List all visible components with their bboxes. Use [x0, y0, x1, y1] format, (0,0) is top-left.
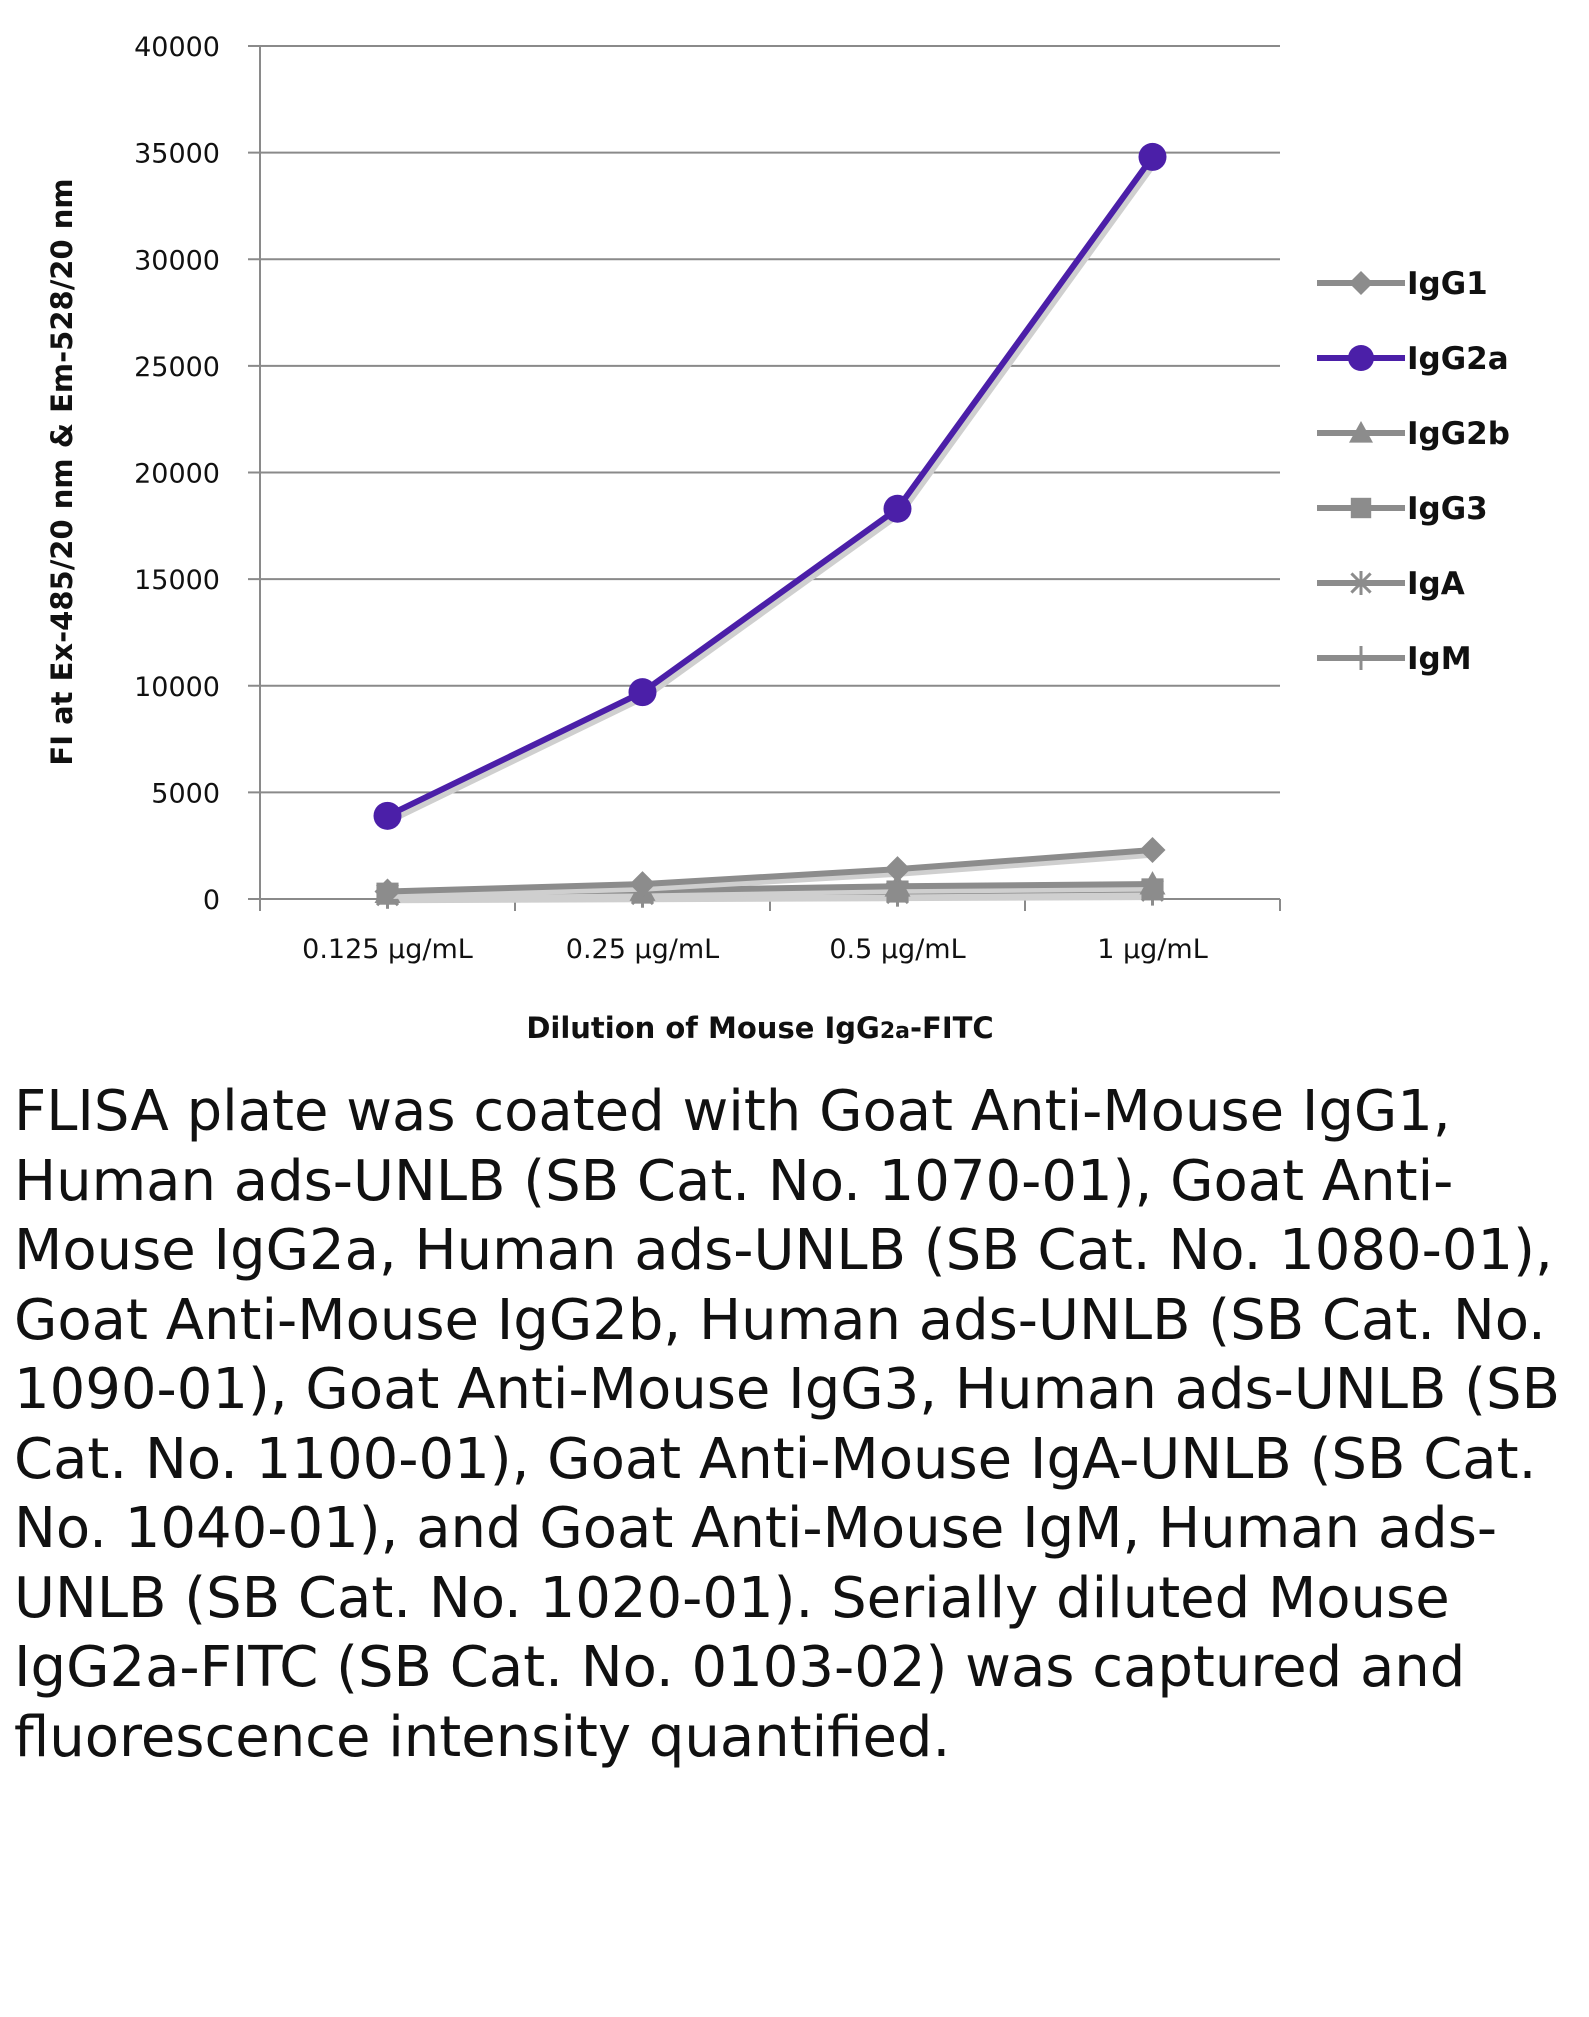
- x-tick-label: 0.25 µg/mL: [566, 934, 719, 965]
- chart: 0 5000 10000 15000 20000 25000 30000 35000 40000…: [45, 32, 1510, 1045]
- y-tick-label: 10000: [134, 672, 220, 703]
- data-point-IgG1: [374, 878, 401, 905]
- x-tick-label: 0.5 µg/mL: [829, 934, 965, 965]
- legend-item-IgG3: IgG3: [1317, 491, 1488, 527]
- marker-shape: [1349, 421, 1373, 443]
- legend-label: IgM: [1407, 641, 1472, 677]
- data-point-IgG2b: [1139, 871, 1166, 895]
- y-tick-label: 15000: [134, 565, 220, 596]
- marker-shape: [1139, 836, 1166, 863]
- x-tick-label: 0.125 µg/mL: [302, 934, 473, 965]
- marker-asterisk: [1350, 571, 1372, 595]
- x-axis-label-pre: Dilution of Mouse IgG: [526, 1011, 880, 1045]
- legend-item-IgG1: IgG1: [1317, 266, 1488, 302]
- series-IgG2a: [373, 142, 1167, 830]
- legend-label: IgG1: [1407, 266, 1488, 302]
- x-axis-label-sub: 2a: [880, 1019, 910, 1044]
- legend-item-IgA: IgA: [1317, 566, 1465, 602]
- figure-caption: FLISA plate was coated with Goat Anti-Mo…: [14, 1079, 1560, 1770]
- legend-item-IgG2b: IgG2b: [1317, 416, 1510, 452]
- y-tick-labels: 0 5000 10000 15000 20000 25000 30000 35000 40000: [134, 32, 220, 916]
- series-group: [373, 142, 1167, 909]
- y-axis-label: FI at Ex-485/20 nm & Em-528/20 nm: [45, 178, 79, 765]
- marker-triangle: [1349, 421, 1373, 443]
- marker-shape: [883, 494, 912, 523]
- series-IgG1: [374, 836, 1166, 905]
- series-shadow: [390, 850, 1156, 900]
- data-point-IgG2a: [1138, 142, 1167, 171]
- axes: [248, 45, 1281, 911]
- marker-shape: [884, 856, 911, 883]
- marker-shape: [1350, 497, 1372, 519]
- legend-label: IgA: [1407, 566, 1465, 602]
- y-tick-label: 30000: [134, 245, 220, 276]
- series-line: [387, 846, 1153, 895]
- data-point-IgG1: [884, 856, 911, 883]
- series-line: [386, 155, 1155, 819]
- series-shadow: [388, 158, 1159, 823]
- y-tick-label: 20000: [134, 459, 220, 490]
- marker-shape: [629, 871, 656, 898]
- legend: IgG1 IgG2a IgG2b IgG3 IgA IgM: [1317, 266, 1510, 677]
- x-axis-label: Dilution of Mouse IgG2a-FITC: [526, 1011, 993, 1045]
- marker-shape: [1349, 271, 1373, 295]
- data-point-IgG2a: [883, 494, 912, 523]
- marker-diamond: [1349, 271, 1373, 295]
- legend-label: IgG2b: [1407, 416, 1510, 452]
- data-point-IgG1: [1139, 836, 1166, 863]
- y-tick-label: 25000: [134, 352, 220, 383]
- marker-shape: [884, 873, 911, 897]
- series-shadow: [390, 884, 1156, 901]
- marker-shape: [1348, 345, 1374, 371]
- marker-shape: [1139, 871, 1166, 895]
- marker-shape: [1138, 142, 1167, 171]
- y-tick-label: 40000: [134, 32, 220, 63]
- data-point-IgG2a: [628, 678, 657, 707]
- marker-shape: [373, 801, 402, 830]
- x-tick-labels: 0.125 µg/mL 0.25 µg/mL 0.5 µg/mL 1 µg/mL: [302, 934, 1208, 965]
- x-tick-label: 1 µg/mL: [1097, 934, 1208, 965]
- legend-item-IgM: IgM: [1317, 641, 1472, 677]
- gridlines: [260, 45, 1280, 794]
- legend-label: IgG3: [1407, 491, 1488, 527]
- y-tick-label: 5000: [151, 778, 220, 809]
- data-point-IgG2a: [373, 801, 402, 830]
- data-point-IgG2b: [884, 873, 911, 897]
- marker-shape: [628, 678, 657, 707]
- x-axis-label-post: -FITC: [910, 1011, 994, 1045]
- marker-square: [1350, 497, 1372, 519]
- legend-label: IgG2a: [1407, 341, 1509, 377]
- legend-item-IgG2a: IgG2a: [1317, 341, 1509, 377]
- marker-shape: [374, 878, 401, 905]
- y-tick-label: 35000: [134, 139, 220, 170]
- data-point-IgG1: [629, 871, 656, 898]
- marker-circle: [1348, 345, 1374, 371]
- y-tick-label: 0: [203, 885, 220, 916]
